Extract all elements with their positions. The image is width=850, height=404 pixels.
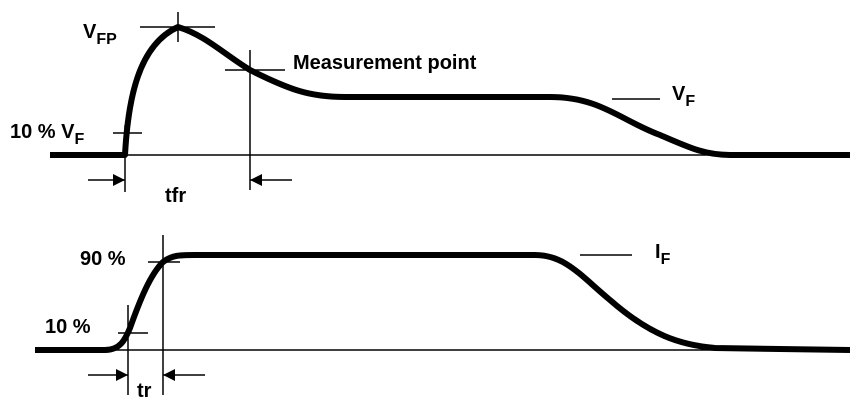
measurement-label: Measurement point [293,52,477,74]
if-label: IF [655,241,671,268]
ten-label: 10 % [45,316,91,338]
vfp-label: VFP [83,21,117,48]
vf-waveform [50,24,850,158]
if-waveform [35,252,850,353]
tr-label: tr [137,380,152,402]
ten-vf-label: 10 % VF [10,121,84,148]
ninety-label: 90 % [80,248,126,270]
tfr-label: tfr [165,185,186,207]
vf-label: VF [672,83,695,110]
